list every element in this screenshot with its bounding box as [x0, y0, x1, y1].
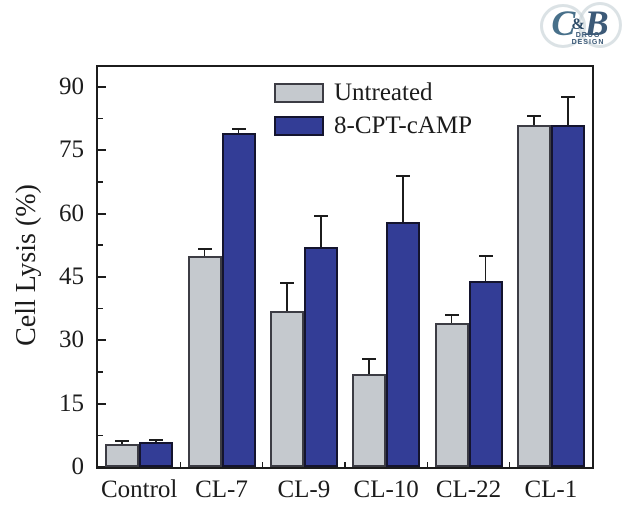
- legend-item-8-cpt-camp: 8-CPT-cAMP: [274, 113, 472, 139]
- x-axis-tick-label: CL-9: [277, 476, 331, 503]
- error-bar-8-cpt-camp-cl-7: [237, 129, 240, 134]
- y-axis-minor-tick: [98, 307, 103, 310]
- error-bar-untreated-control: [121, 440, 123, 444]
- logo-caption-line1: DRUG: [575, 32, 601, 39]
- bar-8-cpt-camp-control: [139, 441, 174, 467]
- y-axis-major-tick: [98, 402, 106, 405]
- logo-ampersand: &: [571, 16, 585, 33]
- y-axis-minor-tick: [98, 181, 103, 183]
- y-axis-minor-tick: [98, 117, 103, 120]
- y-axis-minor-tick: [98, 434, 103, 437]
- logo-caption-line2: DESIGN: [571, 39, 605, 46]
- error-cap-untreated-control: [115, 439, 130, 442]
- error-cap-untreated-cl-9: [279, 282, 294, 285]
- plot-area: Untreated 8-CPT-cAMP: [96, 65, 594, 469]
- x-axis-tick-label: CL-7: [195, 476, 248, 503]
- error-cap-8-cpt-camp-control: [149, 438, 164, 441]
- error-cap-8-cpt-camp-cl-10: [396, 174, 411, 177]
- error-bar-8-cpt-camp-cl-1: [567, 97, 569, 125]
- legend-label: 8-CPT-cAMP: [334, 112, 472, 139]
- x-axis-minor-tick: [426, 462, 429, 467]
- logo-letter-b: B: [584, 3, 609, 43]
- logo-caption: DRUG DESIGN: [562, 32, 614, 46]
- x-axis-minor-tick: [179, 462, 182, 467]
- error-bar-untreated-cl-1: [533, 116, 535, 125]
- bar-untreated-control: [105, 443, 140, 467]
- error-bar-untreated-cl-7: [203, 249, 206, 256]
- logo-swirl-decoration: [578, 2, 622, 48]
- error-bar-8-cpt-camp-cl-10: [402, 175, 404, 222]
- bar-8-cpt-camp-cl-10: [386, 222, 421, 467]
- y-axis-major-tick: [98, 275, 106, 278]
- bar-8-cpt-camp-cl-1: [550, 124, 585, 467]
- x-axis-minor-tick: [261, 462, 264, 467]
- legend: Untreated 8-CPT-cAMP: [274, 80, 472, 139]
- error-cap-untreated-cl-1: [526, 115, 541, 118]
- y-axis-tick-label: 60: [59, 199, 84, 227]
- error-bar-8-cpt-camp-cl-22: [484, 255, 487, 282]
- bar-8-cpt-camp-cl-7: [221, 133, 256, 467]
- x-axis-tick-label: CL-22: [435, 476, 502, 503]
- legend-label: Untreated: [334, 79, 433, 106]
- y-axis-major-tick: [98, 466, 106, 468]
- y-axis-major-tick: [98, 212, 106, 215]
- bar-untreated-cl-22: [434, 323, 469, 467]
- error-cap-untreated-cl-22: [444, 313, 459, 316]
- error-bar-untreated-cl-9: [286, 283, 288, 311]
- y-axis-tick-label: 15: [59, 389, 84, 417]
- y-axis-major-tick: [98, 339, 106, 342]
- y-axis-major-tick: [98, 149, 106, 152]
- y-axis-tick-label: 30: [59, 326, 84, 354]
- bar-untreated-cl-1: [516, 124, 551, 467]
- bar-8-cpt-camp-cl-22: [468, 281, 503, 467]
- bar-untreated-cl-7: [187, 255, 222, 467]
- error-cap-8-cpt-camp-cl-7: [231, 128, 246, 131]
- x-axis-minor-tick: [508, 462, 511, 467]
- x-axis-tick-label: Control: [100, 476, 178, 503]
- error-cap-8-cpt-camp-cl-1: [560, 96, 575, 99]
- y-axis-tick-label: 90: [59, 72, 84, 100]
- plot-inner: [98, 67, 592, 468]
- legend-swatch: [274, 83, 324, 103]
- y-axis-minor-tick: [98, 371, 103, 373]
- error-bar-8-cpt-camp-cl-9: [320, 215, 322, 248]
- error-bar-untreated-cl-22: [450, 314, 453, 324]
- x-axis-minor-tick: [344, 462, 346, 467]
- y-axis-tick-label: 45: [59, 262, 84, 290]
- journal-logo: C&B DRUG DESIGN: [538, 0, 622, 52]
- y-axis-minor-tick: [98, 244, 103, 246]
- bar-untreated-cl-9: [269, 310, 304, 467]
- y-axis-tick-label: 0: [71, 453, 85, 480]
- error-bar-untreated-cl-10: [368, 359, 370, 375]
- y-axis-major-tick: [98, 85, 106, 88]
- legend-swatch: [274, 116, 324, 136]
- error-cap-untreated-cl-10: [362, 358, 377, 361]
- error-cap-untreated-cl-7: [197, 248, 212, 251]
- logo-monogram: C&B: [542, 2, 618, 44]
- error-cap-8-cpt-camp-cl-22: [478, 254, 493, 257]
- bar-untreated-cl-10: [352, 374, 387, 467]
- y-axis-tick-label: 75: [59, 136, 84, 164]
- legend-item-untreated: Untreated: [274, 80, 472, 106]
- x-axis-tick-label: CL-10: [353, 476, 419, 503]
- error-cap-8-cpt-camp-cl-9: [313, 214, 328, 217]
- x-axis-tick-label: CL-1: [524, 476, 578, 503]
- bar-8-cpt-camp-cl-9: [303, 247, 338, 467]
